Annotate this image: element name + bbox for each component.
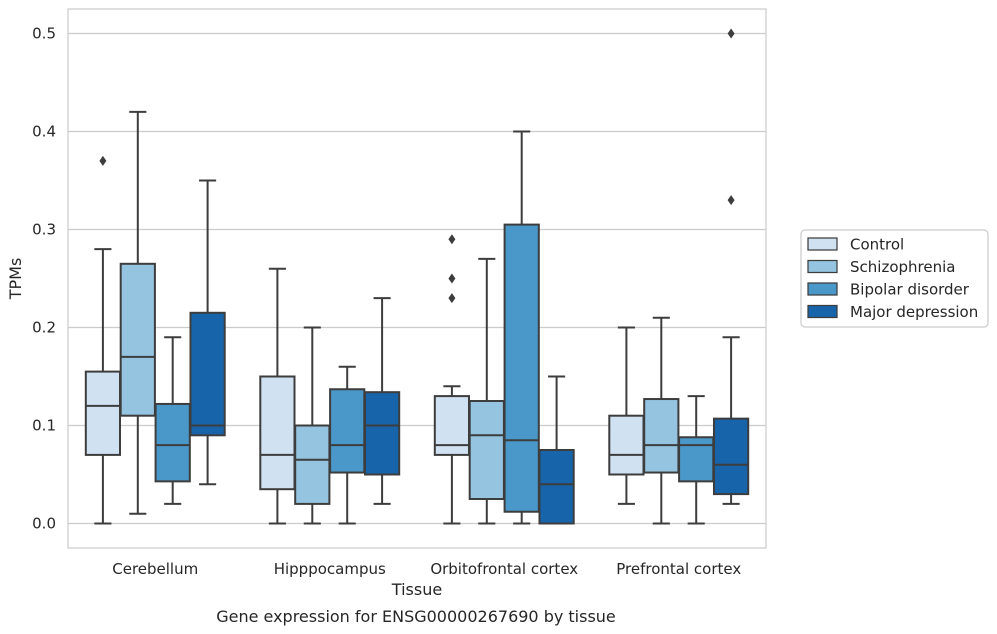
y-axis-label: TPMs [6,258,25,301]
y-tick-label: 0.4 [32,123,56,141]
legend-swatch [807,304,838,319]
x-tick-label: Orbitofrontal cortex [430,560,578,578]
legend-swatch [807,282,838,296]
box-iqr [119,262,156,417]
y-tick-label: 0.0 [32,515,56,533]
outlier-point [99,155,107,166]
y-tick-label: 0.2 [32,319,56,337]
box-3-0 [608,326,645,505]
box-0-3 [189,179,226,486]
x-axis-label: Tissue [391,580,442,599]
box-iqr [259,375,296,491]
outlier-point [448,273,456,284]
box-0-1 [119,110,156,515]
box-iqr [363,391,401,476]
box-iqr [84,370,122,456]
box-iqr [154,402,191,483]
box-iqr [712,417,750,496]
chart-caption: Gene expression for ENSG00000267690 by t… [216,607,616,626]
x-tick-label: Cerebellum [112,560,198,578]
legend-label: Schizophrenia [850,258,955,276]
box-1-1 [294,326,331,525]
x-tick-label: Hipppocampus [274,560,386,578]
box-iqr [538,449,575,525]
box-3-1 [643,316,680,525]
box-2-0 [433,234,471,525]
legend-swatch [807,237,838,251]
outlier-point [448,234,456,245]
box-0-0 [84,155,122,525]
legend-box [800,229,989,328]
box-2-1 [468,257,505,525]
box-iqr [329,388,366,474]
outlier-point [727,28,735,39]
legend: Control Schizophrenia Bipolar disorder Majo… [800,229,989,328]
outlier-point [727,195,735,206]
box-plot-marks [84,28,750,525]
y-tick-label: 0.1 [32,417,56,435]
legend-label: Bipolar disorder [850,281,970,299]
box-2-2 [503,130,540,525]
plot-frame [67,8,767,549]
y-tick-labels: 0.0 0.1 0.2 0.3 0.4 0.5 [32,25,56,533]
box-2-3 [538,375,575,525]
x-tick-labels: Cerebellum Hipppocampus Orbitofrontal cort… [112,560,741,578]
box-iqr [643,398,680,474]
box-iqr [678,436,715,483]
box-3-2 [678,395,715,525]
box-1-2 [329,365,366,525]
box-3-3 [712,28,750,505]
box-1-0 [259,267,296,525]
box-0-2 [154,336,191,505]
box-iqr [503,223,540,513]
x-tick-label: Prefrontal cortex [616,560,741,578]
legend-swatch [807,259,838,274]
outlier-point [448,293,456,304]
box-iqr [189,311,226,437]
box-iqr [294,424,331,505]
box-iqr [468,400,505,500]
y-tick-label: 0.3 [32,221,56,239]
y-tick-label: 0.5 [32,25,56,43]
box-iqr [608,414,645,476]
legend-label: Control [850,236,904,254]
legend-label: Major depression [850,303,978,321]
box-1-3 [363,297,401,505]
